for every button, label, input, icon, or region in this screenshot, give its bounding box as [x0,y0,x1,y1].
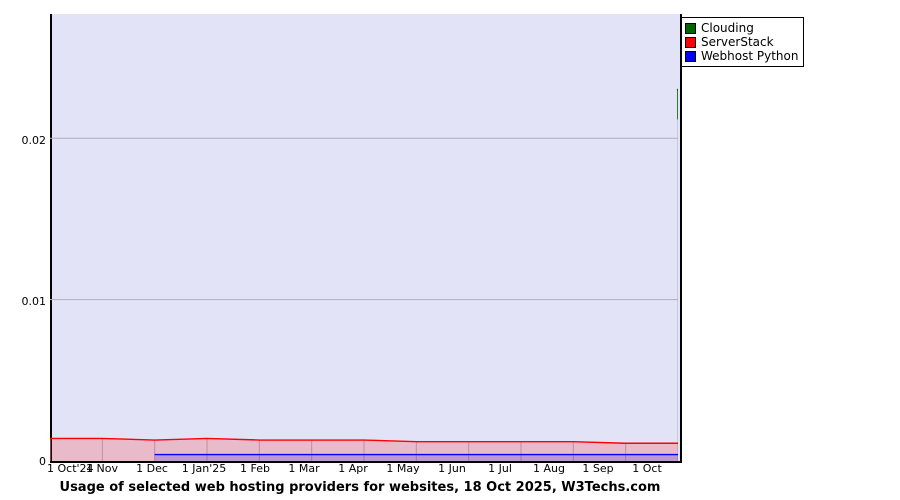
x-tick-label-2: 1 Dec [136,462,168,475]
legend-swatch-webhost-python [685,50,696,62]
y-tick-label-1: 0.01 [21,295,47,308]
legend-item-clouding[interactable]: Clouding [685,21,798,35]
x-tick-label-10: 1 Aug [533,462,565,475]
x-tick-label-1: 1 Nov [86,462,118,475]
x-tick-label-8: 1 Jun [438,462,466,475]
x-tick-label-5: 1 Mar [288,462,320,475]
x-tick-label-11: 1 Sep [582,462,614,475]
legend-item-webhost-python[interactable]: Webhost Python [685,49,798,63]
x-tick-label-7: 1 May [386,462,420,475]
legend-label-clouding: Clouding [701,20,754,35]
legend-item-serverstack[interactable]: ServerStack [685,35,798,49]
x-tick-label-3: 1 Jan'25 [181,462,227,475]
x-tick-label-9: 1 Jul [488,462,512,475]
x-axis: 1 Oct'24 1 Nov 1 Dec 1 Jan'25 1 Feb 1 Ma… [0,463,900,479]
chart-caption: Usage of selected web hosting providers … [59,480,661,495]
plot-area [50,14,682,463]
y-tick-label-2: 0.02 [21,134,47,147]
x-tick-label-0: 1 Oct'24 [47,462,94,475]
legend-swatch-clouding [685,22,696,34]
legend-label-serverstack: ServerStack [701,34,774,49]
chart-legend: Clouding ServerStack Webhost Python [681,17,805,67]
y-tick-label-0: 0 [39,455,46,468]
x-tick-label-6: 1 Apr [338,462,368,475]
x-tick-label-4: 1 Feb [240,462,270,475]
y-axis: 0 0.01 0.02 [0,0,47,500]
plot-canvas [50,88,678,461]
legend-label-webhost-python: Webhost Python [701,48,799,63]
x-tick-label-12: 1 Oct [632,462,662,475]
legend-swatch-serverstack [685,36,696,48]
